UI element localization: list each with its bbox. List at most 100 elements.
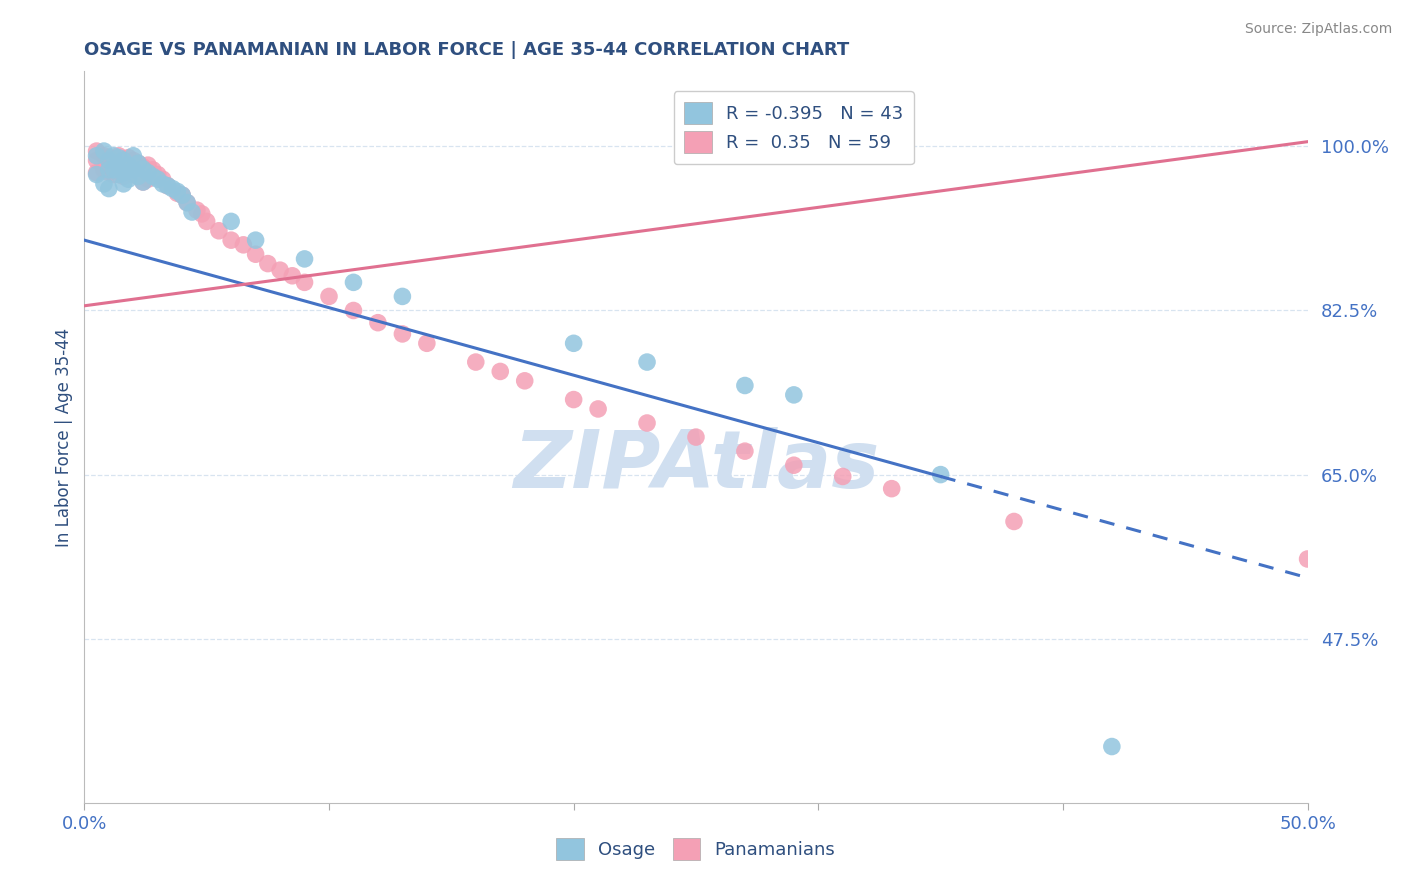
Point <box>464 355 486 369</box>
Point <box>195 214 218 228</box>
Point <box>176 195 198 210</box>
Point <box>127 169 149 184</box>
Point <box>734 378 756 392</box>
Point <box>929 467 952 482</box>
Point <box>156 178 179 193</box>
Point <box>257 257 280 271</box>
Point <box>107 151 129 165</box>
Point <box>416 336 439 351</box>
Point <box>142 169 165 184</box>
Point <box>93 177 115 191</box>
Point <box>112 177 135 191</box>
Point <box>172 188 194 202</box>
Point <box>162 181 184 195</box>
Point <box>191 207 214 221</box>
Point <box>142 162 165 177</box>
Point <box>636 355 658 369</box>
Point <box>783 388 806 402</box>
Point <box>107 149 129 163</box>
Point <box>245 233 267 247</box>
Point <box>136 158 159 172</box>
Point <box>127 156 149 170</box>
Point <box>112 169 135 184</box>
Point <box>146 172 169 186</box>
Point <box>294 252 316 266</box>
Point <box>146 168 169 182</box>
Point <box>103 162 125 177</box>
Point <box>117 151 139 165</box>
Point <box>176 195 198 210</box>
Point <box>112 153 135 168</box>
Text: OSAGE VS PANAMANIAN IN LABOR FORCE | AGE 35-44 CORRELATION CHART: OSAGE VS PANAMANIAN IN LABOR FORCE | AGE… <box>84 41 849 59</box>
Point <box>107 168 129 182</box>
Point <box>208 224 231 238</box>
Point <box>93 144 115 158</box>
Point <box>342 276 364 290</box>
Point <box>97 162 120 177</box>
Point <box>117 172 139 186</box>
Point <box>136 172 159 186</box>
Text: ZIPAtlas: ZIPAtlas <box>513 427 879 506</box>
Point <box>127 156 149 170</box>
Point <box>152 172 174 186</box>
Point <box>117 166 139 180</box>
Point <box>166 186 188 201</box>
Point <box>97 151 120 165</box>
Point <box>112 153 135 168</box>
Point <box>636 416 658 430</box>
Point <box>93 162 115 177</box>
Point <box>117 158 139 172</box>
Point <box>219 233 242 247</box>
Point <box>245 247 267 261</box>
Point <box>152 177 174 191</box>
Point <box>783 458 806 473</box>
Point <box>112 166 135 180</box>
Point <box>586 401 609 416</box>
Point <box>93 149 115 163</box>
Legend: Osage, Panamanians: Osage, Panamanians <box>550 830 842 867</box>
Point <box>186 203 208 218</box>
Point <box>136 166 159 180</box>
Point <box>166 185 188 199</box>
Point <box>97 181 120 195</box>
Point <box>97 166 120 180</box>
Point <box>685 430 707 444</box>
Point <box>122 168 145 182</box>
Point <box>86 166 108 180</box>
Point <box>156 178 179 193</box>
Point <box>122 162 145 177</box>
Point <box>86 149 108 163</box>
Point <box>831 469 853 483</box>
Point <box>489 364 512 378</box>
Point <box>513 374 536 388</box>
Point <box>281 268 304 283</box>
Point <box>880 482 903 496</box>
Point <box>1002 515 1025 529</box>
Point <box>318 289 340 303</box>
Point <box>562 392 585 407</box>
Point <box>127 169 149 184</box>
Point <box>107 162 129 177</box>
Point <box>562 336 585 351</box>
Point <box>367 316 389 330</box>
Point <box>97 153 120 168</box>
Point <box>391 326 413 341</box>
Point <box>232 237 254 252</box>
Point <box>132 161 155 176</box>
Point <box>391 289 413 303</box>
Point <box>86 168 108 182</box>
Point <box>103 149 125 163</box>
Point <box>132 175 155 189</box>
Point <box>1296 552 1319 566</box>
Point <box>103 153 125 168</box>
Point <box>86 144 108 158</box>
Point <box>269 263 291 277</box>
Point <box>122 149 145 163</box>
Point <box>132 160 155 174</box>
Point <box>86 153 108 168</box>
Point <box>172 188 194 202</box>
Text: Source: ZipAtlas.com: Source: ZipAtlas.com <box>1244 22 1392 37</box>
Point <box>122 153 145 168</box>
Point <box>181 205 204 219</box>
Point <box>294 276 316 290</box>
